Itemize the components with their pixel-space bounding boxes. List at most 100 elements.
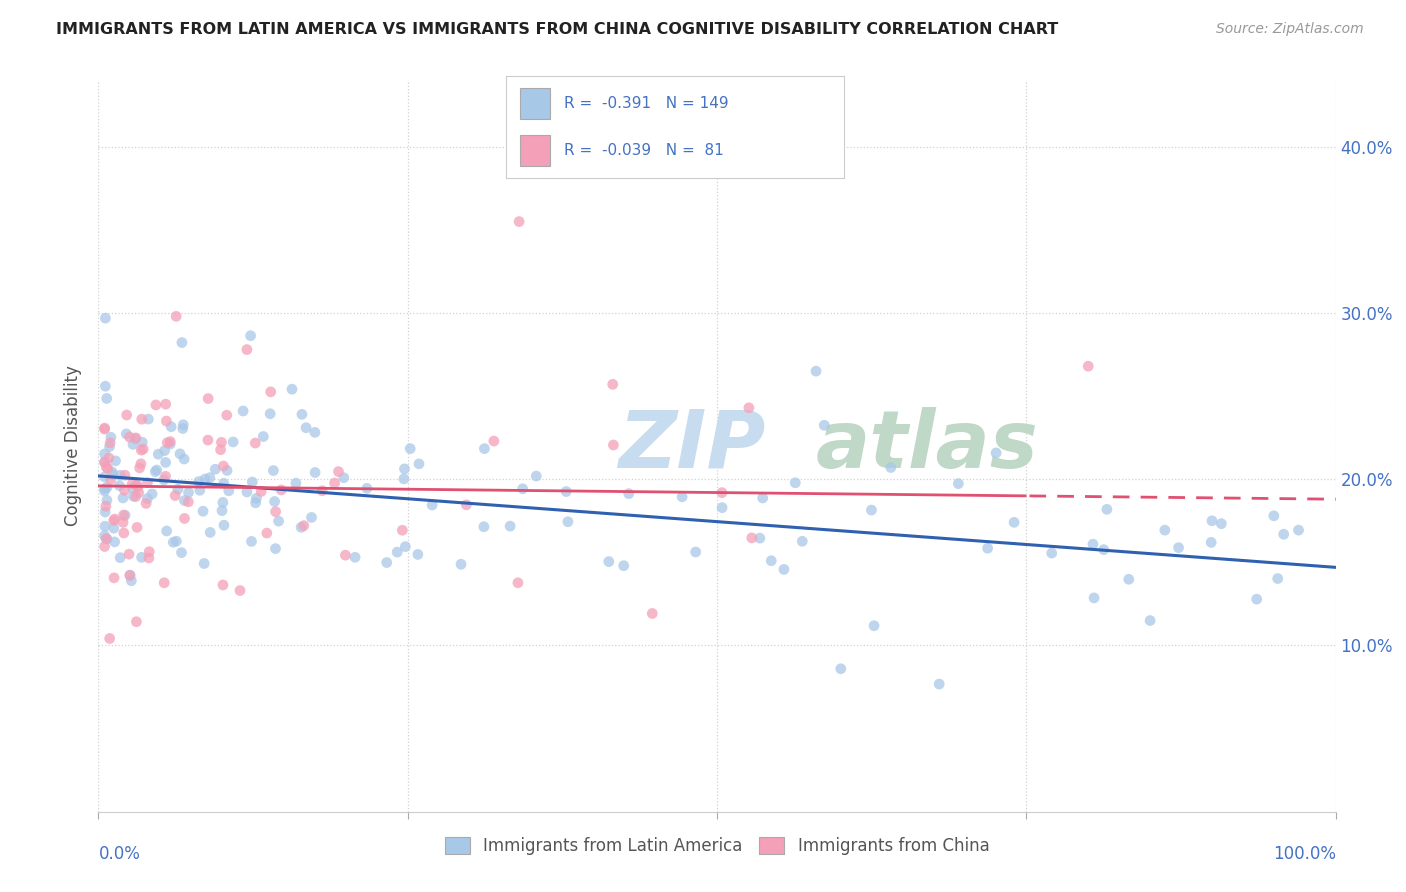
Point — [976, 541, 998, 556]
Point — [284, 476, 307, 491]
Point — [212, 518, 235, 533]
Point — [1153, 523, 1175, 537]
Point — [1246, 592, 1268, 607]
Point — [751, 491, 773, 505]
Point — [229, 583, 252, 598]
Point — [1040, 546, 1063, 560]
Point — [118, 430, 141, 444]
Point — [212, 458, 235, 473]
Point — [156, 435, 179, 450]
Point — [108, 550, 131, 565]
Point — [264, 541, 287, 556]
Point — [96, 532, 118, 546]
Point — [263, 494, 285, 508]
Text: IMMIGRANTS FROM LATIN AMERICA VS IMMIGRANTS FROM CHINA COGNITIVE DISABILITY CORR: IMMIGRANTS FROM LATIN AMERICA VS IMMIGRA… — [56, 22, 1059, 37]
Point — [710, 485, 733, 500]
Point — [98, 440, 121, 454]
Point — [613, 558, 636, 573]
Point — [120, 574, 142, 588]
Point — [1199, 535, 1222, 549]
Point — [1272, 527, 1295, 541]
Point — [136, 491, 159, 506]
Point — [104, 535, 127, 549]
Point — [200, 525, 222, 540]
Point — [98, 632, 121, 646]
Point — [122, 437, 145, 451]
Point — [155, 414, 177, 428]
Point — [97, 461, 120, 475]
Point — [120, 568, 142, 582]
Point — [104, 512, 127, 526]
Point — [785, 475, 807, 490]
Point — [93, 422, 115, 436]
Point — [506, 575, 529, 590]
Point — [128, 461, 150, 475]
Point — [122, 489, 145, 503]
Point — [118, 547, 141, 561]
Point — [173, 511, 195, 525]
Point — [456, 498, 478, 512]
Point — [245, 436, 267, 450]
Point — [191, 504, 214, 518]
Point — [948, 476, 970, 491]
Text: 100.0%: 100.0% — [1272, 845, 1336, 863]
Point — [197, 392, 219, 406]
Point — [738, 401, 761, 415]
Point — [96, 493, 118, 508]
Point — [391, 523, 413, 537]
Point — [162, 535, 184, 549]
Point — [290, 520, 312, 534]
Point — [215, 408, 238, 422]
Point — [187, 475, 209, 489]
Point — [984, 446, 1007, 460]
Point — [98, 435, 121, 450]
Point — [212, 578, 235, 592]
Point — [170, 335, 193, 350]
Point — [145, 463, 167, 477]
Point — [1077, 359, 1099, 374]
Point — [103, 514, 125, 528]
Point — [94, 500, 117, 514]
Point — [155, 455, 177, 469]
Point — [155, 469, 177, 483]
Point — [121, 481, 143, 495]
Bar — [520, 136, 550, 166]
Text: R =  -0.039   N =  81: R = -0.039 N = 81 — [564, 144, 723, 158]
Point — [93, 482, 115, 496]
Point — [291, 407, 314, 421]
Point — [512, 482, 534, 496]
Point — [311, 483, 333, 498]
Point — [160, 419, 183, 434]
Point — [1002, 516, 1025, 530]
Point — [94, 311, 117, 326]
Point — [115, 426, 138, 441]
Point — [256, 526, 278, 541]
Point — [197, 433, 219, 447]
Point — [93, 455, 115, 469]
Point — [1095, 502, 1118, 516]
Point — [204, 462, 226, 476]
Point — [110, 468, 132, 483]
Point — [172, 417, 194, 432]
Point — [131, 412, 153, 426]
Point — [169, 447, 191, 461]
Point — [96, 460, 118, 475]
Point — [406, 548, 429, 562]
Point — [125, 490, 148, 504]
Point — [761, 554, 783, 568]
Point — [94, 532, 117, 546]
Point — [813, 418, 835, 433]
Point — [93, 421, 115, 435]
Point — [143, 465, 166, 479]
Point — [93, 529, 115, 543]
Point — [830, 662, 852, 676]
Legend: Immigrants from Latin America, Immigrants from China: Immigrants from Latin America, Immigrant… — [439, 830, 995, 862]
Point — [193, 557, 215, 571]
Point — [138, 544, 160, 558]
Point — [880, 460, 903, 475]
Point — [499, 519, 522, 533]
Point — [218, 483, 240, 498]
Point — [1211, 516, 1233, 531]
Point — [671, 490, 693, 504]
Point — [557, 515, 579, 529]
